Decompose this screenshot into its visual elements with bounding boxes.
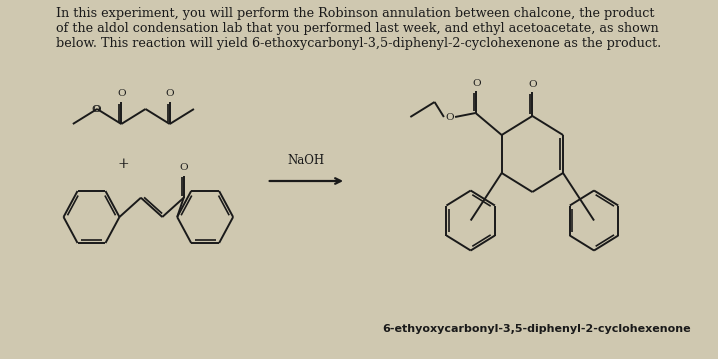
- Text: O: O: [93, 104, 101, 113]
- Text: 6-ethyoxycarbonyl-3,5-diphenyl-2-cyclohexenone: 6-ethyoxycarbonyl-3,5-diphenyl-2-cyclohe…: [383, 324, 691, 334]
- Text: O: O: [472, 79, 481, 88]
- Text: O: O: [92, 105, 101, 114]
- Text: O: O: [165, 89, 174, 98]
- Text: NaOH: NaOH: [288, 154, 325, 167]
- Text: O: O: [528, 79, 536, 89]
- Text: In this experiment, you will perform the Robinson annulation between chalcone, t: In this experiment, you will perform the…: [57, 7, 661, 50]
- Text: +: +: [117, 157, 129, 171]
- Text: O: O: [180, 163, 188, 172]
- Text: O: O: [117, 89, 126, 98]
- Text: O: O: [445, 112, 454, 121]
